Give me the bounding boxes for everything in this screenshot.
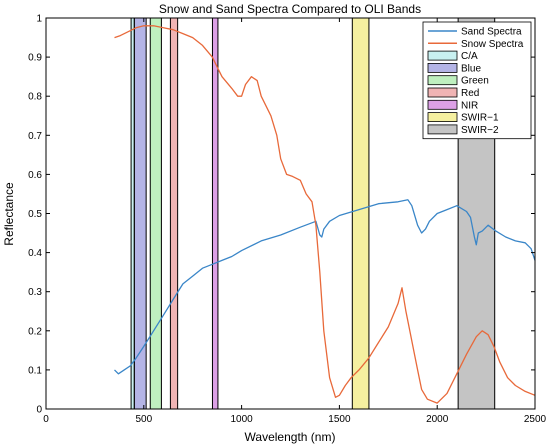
y-tick-label-10: 1: [36, 14, 42, 25]
x-tick-label-2: 1000: [230, 414, 253, 425]
legend-label-7: SWIR−1: [461, 113, 499, 124]
legend-label-0: Sand Spectra: [461, 27, 522, 38]
band-5: [351, 17, 370, 410]
x-axis-label: Wavelength (nm): [245, 430, 336, 444]
y-tick-label-0: 0: [36, 405, 42, 416]
y-tick-label-8: 0.8: [28, 92, 42, 103]
y-axis-label: Reflectance: [2, 182, 16, 246]
y-tick-label-1: 0.1: [28, 365, 42, 376]
y-tick-label-5: 0.5: [28, 209, 42, 220]
legend-label-5: Red: [461, 88, 479, 99]
band-3: [169, 17, 179, 410]
legend-swatch-5: [427, 87, 458, 98]
legend-swatch-8: [427, 124, 458, 135]
x-tick-label-1: 500: [135, 414, 152, 425]
y-tick-label-9: 0.9: [28, 53, 42, 64]
legend-swatch-7: [427, 112, 458, 122]
legend-swatch-2: [427, 50, 458, 61]
legend-swatch-6: [427, 99, 458, 110]
series-line-0: [114, 199, 536, 375]
x-tick-label-5: 2500: [524, 414, 547, 425]
band-2: [149, 17, 162, 410]
band-0: [130, 17, 135, 410]
y-tick-label-4: 0.4: [28, 248, 42, 259]
legend-label-4: Green: [461, 76, 489, 87]
band-4: [211, 17, 219, 410]
series-line-1: [114, 25, 536, 404]
chart-title: Snow and Sand Spectra Compared to OLI Ba…: [159, 2, 421, 16]
legend-label-3: Blue: [461, 63, 481, 74]
x-tick-label-4: 2000: [426, 414, 449, 425]
y-tick-label-2: 0.2: [28, 326, 42, 337]
legend-label-2: C/A: [461, 51, 478, 62]
y-tick-label-6: 0.6: [28, 170, 42, 181]
legend-label-6: NIR: [461, 100, 478, 111]
legend-swatch-4: [427, 75, 458, 86]
legend-swatch-3: [427, 63, 458, 73]
band-1: [133, 17, 147, 410]
x-tick-label-3: 1500: [328, 414, 351, 425]
y-tick-label-3: 0.3: [28, 287, 42, 298]
x-tick-label-0: 0: [43, 414, 49, 425]
legend-label-8: SWIR−2: [461, 125, 499, 136]
y-tick-label-7: 0.7: [28, 131, 42, 142]
legend-label-1: Snow Spectra: [461, 39, 524, 50]
